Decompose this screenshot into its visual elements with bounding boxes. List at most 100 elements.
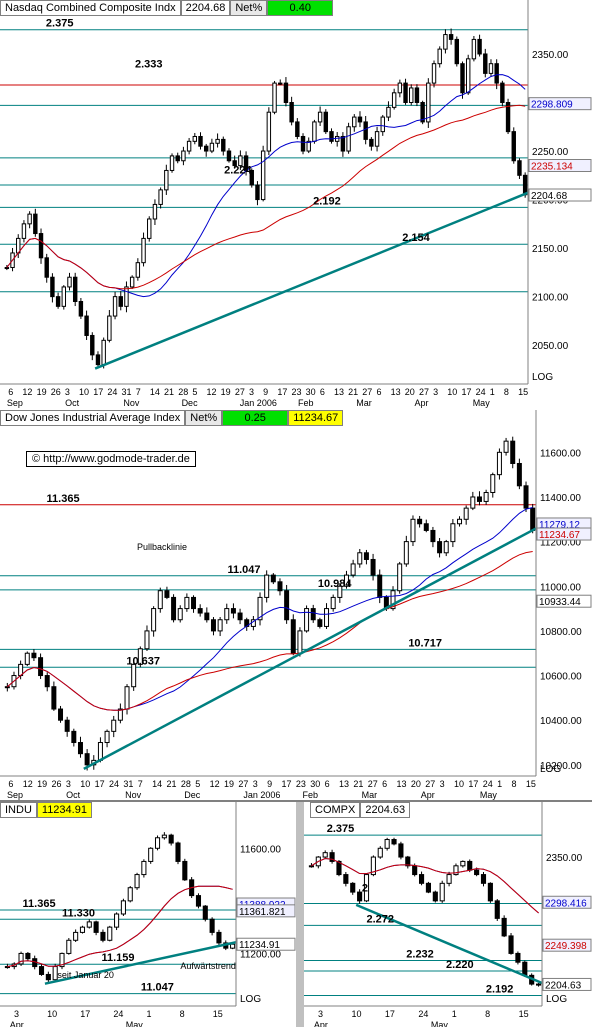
x-month-label: Oct xyxy=(65,398,80,408)
candle-body xyxy=(90,334,95,356)
price-tag-value: 2249.398 xyxy=(545,941,587,952)
candle-body xyxy=(134,874,140,889)
level-annotation: 10.984 xyxy=(318,578,353,590)
candle-body xyxy=(322,852,328,858)
candle-body xyxy=(72,276,78,302)
candle-body xyxy=(198,135,203,147)
candle-body xyxy=(284,590,290,621)
candle-body xyxy=(516,462,522,487)
candle-body xyxy=(508,935,514,954)
x-day-label: 8 xyxy=(485,1009,490,1019)
candle-body xyxy=(418,874,425,884)
y-tick-label: 10200.00 xyxy=(540,761,582,772)
candle-body xyxy=(107,315,112,341)
candle-body xyxy=(391,839,397,845)
candle-body xyxy=(357,552,363,565)
candle-body xyxy=(465,58,471,94)
candle-body xyxy=(154,837,161,849)
candle-body xyxy=(403,541,409,565)
candle-body xyxy=(169,155,175,171)
candle-body xyxy=(488,63,494,74)
candle-body xyxy=(405,856,411,867)
x-month-label: Apr xyxy=(421,790,435,800)
candle-body xyxy=(124,686,130,710)
candle-body xyxy=(377,847,383,858)
x-day-label: 3 xyxy=(65,387,70,397)
x-day-label: 7 xyxy=(136,387,141,397)
x-day-label: 3 xyxy=(249,387,254,397)
candle-body xyxy=(79,926,86,933)
x-day-label: 27 xyxy=(419,387,429,397)
x-day-label: 17 xyxy=(385,1009,395,1019)
x-month-label: May xyxy=(431,1020,449,1027)
candle-body xyxy=(107,926,113,941)
candle-body xyxy=(496,451,502,476)
candle-body xyxy=(164,169,169,191)
price-tag-box xyxy=(542,895,592,909)
price-tag-box xyxy=(536,527,592,541)
candle-body xyxy=(114,913,120,928)
price-tag-box xyxy=(528,97,592,111)
candle-body xyxy=(470,496,476,509)
log-scale-label: LOG xyxy=(540,764,561,775)
x-day-label: 17 xyxy=(277,387,287,397)
price-tag-value: 11279.12 xyxy=(539,520,580,531)
x-month-label: May xyxy=(473,398,491,408)
indu-header: INDU 11234.91 xyxy=(0,802,92,818)
candle-body xyxy=(59,952,65,968)
candle-body xyxy=(100,931,106,941)
candle-body xyxy=(474,869,480,876)
candle-body xyxy=(45,973,51,981)
price-tag-box xyxy=(236,904,296,918)
dow-chart-svg: 10200.00 10400.00 10600.00 10800.00 11000.00… xyxy=(0,410,592,800)
x-day-label: 10 xyxy=(80,779,90,789)
candle-body xyxy=(111,719,117,732)
nasdaq-last-price: 2204.68 xyxy=(180,0,231,16)
y-tick-label: 10400.00 xyxy=(540,716,582,727)
candle-body xyxy=(511,131,516,162)
x-day-label: 3 xyxy=(318,1009,323,1019)
candle-body xyxy=(494,900,500,919)
level-annotation: seit Januar 20 xyxy=(57,970,114,980)
x-day-label: 12 xyxy=(207,387,217,397)
x-day-label: 24 xyxy=(113,1009,123,1019)
uptrend-line xyxy=(355,903,543,985)
candle-body xyxy=(257,596,263,621)
candle-body xyxy=(454,38,460,65)
candle-body xyxy=(38,657,44,677)
candle-body xyxy=(363,552,369,560)
y-tick-label: 2250.00 xyxy=(532,147,569,158)
dow-chart-panel: Dow Jones Industrial Average Index Net% … xyxy=(0,410,592,800)
candle-body xyxy=(487,882,493,902)
y-tick-label: 2050.00 xyxy=(532,341,569,352)
level-annotation: Pullbacklinie xyxy=(137,542,187,552)
candle-body xyxy=(374,131,380,147)
candle-body xyxy=(27,213,32,225)
x-day-label: 21 xyxy=(164,387,174,397)
candle-body xyxy=(391,92,397,108)
uptrend-line xyxy=(94,191,529,370)
x-day-label: 23 xyxy=(291,387,301,397)
candle-body xyxy=(255,184,260,201)
candle-body xyxy=(417,518,423,525)
y-tick-label: 11600.00 xyxy=(540,448,581,459)
candle-body xyxy=(260,150,266,201)
candle-body xyxy=(266,111,272,152)
level-annotation: 11.330 xyxy=(62,907,95,919)
nasdaq-title: Nasdaq Combined Composite Indx xyxy=(0,0,181,16)
x-day-label: 28 xyxy=(178,387,188,397)
candle-body xyxy=(117,708,123,721)
x-day-label: 6 xyxy=(376,387,381,397)
x-day-label: 13 xyxy=(339,779,349,789)
y-tick-label: 11200.00 xyxy=(240,949,281,960)
x-day-label: 23 xyxy=(296,779,306,789)
candle-body xyxy=(390,590,396,610)
indu-chart-panel: INDU 11234.91 11200.0011600.00LOG11388.9… xyxy=(0,802,296,1027)
candle-body xyxy=(278,82,283,85)
level-annotation: 2.220 xyxy=(446,959,474,971)
candle-body xyxy=(380,116,385,133)
nasdaq-header: Nasdaq Combined Composite Indx 2204.68 N… xyxy=(0,0,334,16)
candle-body xyxy=(195,895,202,907)
candle-body xyxy=(264,574,270,598)
candle-body xyxy=(450,523,456,543)
